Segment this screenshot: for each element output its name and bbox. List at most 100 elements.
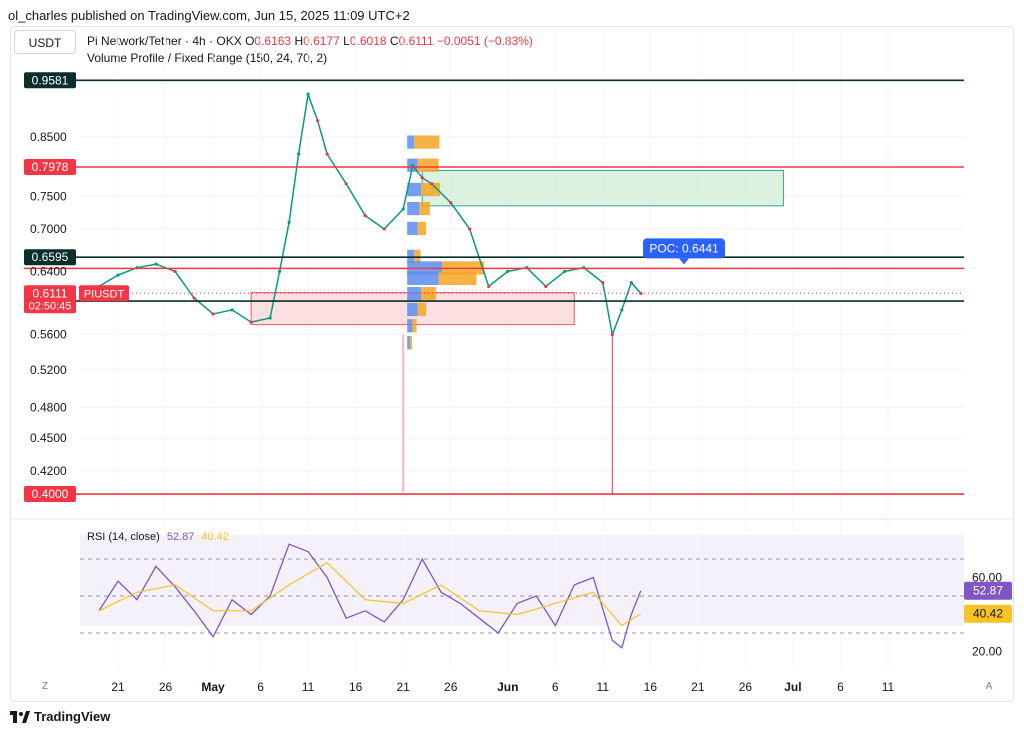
- price-point: [363, 214, 367, 218]
- price-change: −0.0051 (−0.83%): [436, 34, 533, 48]
- volume-profile-up-bar: [407, 302, 418, 317]
- price-point: [506, 269, 510, 274]
- price-point: [382, 227, 386, 231]
- time-tick-label: 11: [882, 680, 895, 694]
- volume-profile-down-bar: [417, 302, 427, 317]
- open-label: O: [245, 34, 255, 48]
- price-point: [620, 308, 624, 312]
- price-point: [116, 273, 120, 277]
- rsi-value-box: [964, 581, 1012, 600]
- time-tick-label: 21: [691, 680, 705, 694]
- level-label-box: [24, 72, 76, 89]
- price-tick-label: 0.5200: [30, 363, 67, 377]
- price-tick-label: 0.5600: [30, 328, 67, 342]
- open-value: 0.6163: [254, 34, 292, 48]
- price-point: [468, 227, 472, 231]
- high-value: 0.6177: [303, 34, 340, 48]
- time-tick-label: 21: [397, 680, 411, 694]
- volume-profile-up-bar: [407, 336, 410, 350]
- price-series-line[interactable]: [98, 91, 642, 338]
- supply-zone[interactable]: [421, 169, 784, 207]
- volume-profile-up-bar: [407, 319, 413, 333]
- close-value: 0.6111: [398, 34, 434, 48]
- price-point: [154, 262, 158, 266]
- poc-label-box[interactable]: [643, 238, 725, 259]
- price-point: [344, 182, 348, 186]
- price-point: [610, 333, 614, 337]
- price-point: [563, 269, 567, 274]
- price-point: [629, 281, 633, 285]
- time-tick-label: Jun: [497, 680, 518, 694]
- price-tick-label: 0.7500: [30, 189, 67, 203]
- price-point: [430, 182, 434, 186]
- price-tick-label: 0.7000: [30, 222, 67, 236]
- level-label: 0.7978: [32, 160, 69, 174]
- time-tick-label: 26: [739, 680, 753, 694]
- close-label: C: [389, 34, 399, 48]
- symbol-tag: PIUSDT: [84, 288, 125, 300]
- brand-name: TradingView: [34, 709, 111, 724]
- volume-profile-down-bar: [417, 158, 439, 172]
- time-tick-label: 16: [349, 680, 363, 694]
- volume-profile-up-bar: [407, 287, 422, 301]
- current-price-box[interactable]: [24, 285, 76, 314]
- level-label: 0.4000: [32, 487, 69, 501]
- volume-profile-down-bar: [421, 182, 441, 197]
- volume-profile-up-bar: [407, 182, 422, 197]
- level-label: 0.9581: [32, 73, 69, 87]
- price-point: [268, 316, 272, 320]
- price-tick-label: 0.4500: [30, 431, 67, 445]
- price-point: [249, 320, 253, 324]
- rsi-line[interactable]: [98, 543, 642, 649]
- price-point: [544, 284, 548, 289]
- price-tick-label: 0.4800: [30, 401, 67, 415]
- zoom-toggle-button[interactable]: Z: [41, 681, 49, 692]
- price-point: [601, 281, 605, 285]
- volume-profile-up-bar: [407, 271, 439, 286]
- rsi-value-label: 52.87: [973, 584, 1003, 598]
- auto-scale-button[interactable]: A: [985, 681, 993, 692]
- time-tick-label: 6: [552, 680, 559, 694]
- publisher-line: ol_charles published on TradingView.com,…: [8, 8, 410, 23]
- rsi-ma-line[interactable]: [98, 561, 642, 627]
- rsi-tick-label: 60.00: [972, 571, 1002, 585]
- current-price-value: 0.6111: [33, 286, 68, 300]
- price-point: [401, 207, 405, 211]
- price-point: [306, 92, 310, 96]
- tradingview-logo-icon: [10, 710, 30, 723]
- time-tick-label: 26: [159, 680, 173, 694]
- time-tick-label: 16: [644, 680, 658, 694]
- volume-profile-down-bar: [417, 221, 427, 236]
- volume-profile-down-bar: [412, 319, 417, 333]
- symbol-tag-box: [79, 285, 129, 302]
- volume-profile-down-bar: [419, 201, 430, 216]
- high-label: H: [294, 34, 304, 48]
- low-value: 0.6018: [349, 34, 387, 48]
- time-tick-label: 11: [302, 680, 315, 694]
- rsi-ma-legend-value: 40.42: [201, 531, 229, 543]
- volume-profile-down-bar: [414, 135, 440, 149]
- volume-profile-up-bar: [407, 221, 418, 236]
- price-tick-label: 0.8500: [30, 130, 67, 144]
- volume-profile-down-bar: [409, 336, 413, 350]
- volume-profile-up-bar: [407, 249, 415, 263]
- tradingview-logo[interactable]: TradingView: [10, 709, 110, 724]
- symbol-title[interactable]: Pi Network/Tether · 4h · OKX: [87, 34, 242, 48]
- price-point: [316, 118, 320, 123]
- volume-profile-up-bar: [407, 135, 415, 149]
- level-label-box: [24, 249, 76, 266]
- volume-profile-down-bar: [414, 249, 421, 263]
- rsi-legend[interactable]: RSI (14, close) 52.87 40.42: [87, 531, 229, 543]
- time-tick-label: 6: [837, 680, 844, 694]
- symbol-legend: Pi Network/Tether · 4h · OKX O0.6163 H0.…: [87, 34, 533, 48]
- price-point: [297, 152, 301, 156]
- level-label: 0.6595: [32, 250, 69, 264]
- low-label: L: [343, 34, 350, 48]
- price-point: [173, 269, 177, 274]
- price-point: [230, 308, 234, 312]
- indicator-legend[interactable]: Volume Profile / Fixed Range (150, 24, 7…: [87, 51, 328, 65]
- time-tick-label: May: [201, 680, 225, 694]
- poc-label: POC: 0.6441: [649, 241, 719, 255]
- currency-selector[interactable]: USDT: [14, 30, 76, 54]
